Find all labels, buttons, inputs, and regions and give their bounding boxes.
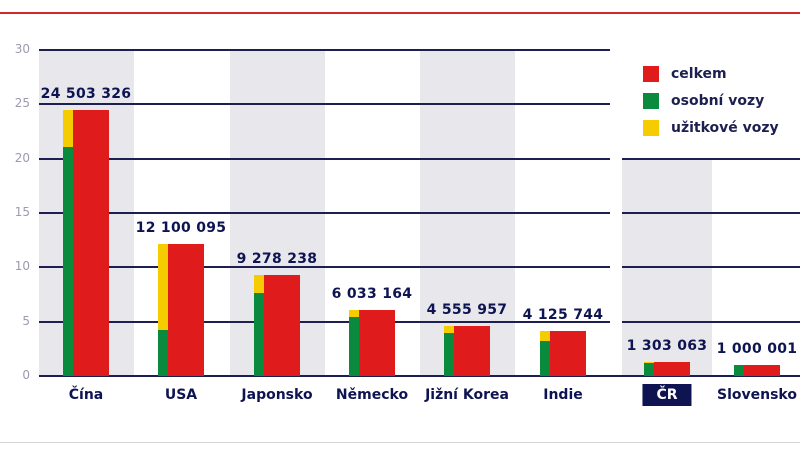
- category-label: Německo: [335, 387, 409, 403]
- data-label: 24 503 326: [40, 85, 132, 102]
- bar-celkem: [550, 331, 586, 376]
- gridline: [622, 266, 800, 269]
- data-label: 1 000 001: [716, 341, 798, 358]
- bar-osobni-vozy: [254, 293, 264, 376]
- data-label: 4 555 957: [426, 302, 508, 319]
- y-tick-label: 15: [14, 204, 30, 219]
- data-label: 6 033 164: [331, 286, 413, 303]
- legend-label: užitkové vozy: [671, 119, 779, 136]
- category-label: Japonsko: [241, 387, 313, 403]
- gridline: [622, 320, 800, 323]
- bar-celkem: [168, 244, 204, 376]
- legend: celkem osobní vozy užitkové vozy: [643, 60, 779, 141]
- bar-uzitkove-vozy: [540, 331, 550, 342]
- category-label: Slovensko: [717, 387, 797, 403]
- bar-osobni-vozy: [349, 317, 359, 376]
- bar-osobni-vozy: [540, 341, 550, 376]
- bar-osobni-vozy: [63, 146, 73, 376]
- bar-uzitkove-vozy: [444, 326, 454, 333]
- category-label: Jižní Korea: [425, 387, 509, 403]
- legend-swatch-green: [643, 92, 659, 109]
- bar-celkem: [744, 365, 780, 376]
- bar-osobni-vozy: [158, 330, 168, 376]
- legend-swatch-red: [643, 65, 659, 82]
- bar-uzitkove-vozy: [349, 310, 359, 318]
- gridline: [39, 103, 610, 106]
- gridline: [622, 211, 800, 214]
- bar-osobni-vozy: [734, 365, 744, 376]
- footer-rule: [0, 442, 800, 443]
- data-label: 4 125 744: [522, 307, 604, 324]
- y-tick-label: 30: [14, 41, 30, 56]
- category-label: USA: [164, 387, 198, 403]
- bar-celkem: [264, 275, 300, 376]
- gridline: [39, 320, 610, 323]
- legend-item-uzitkove: užitkové vozy: [643, 114, 779, 141]
- y-tick-label: 10: [14, 259, 30, 274]
- bar-osobni-vozy: [444, 332, 454, 376]
- bar-uzitkove-vozy: [158, 244, 168, 331]
- gridline: [39, 157, 610, 160]
- bar-uzitkove-vozy: [254, 275, 264, 294]
- y-tick-label: 0: [22, 368, 30, 382]
- legend-label: osobní vozy: [671, 92, 765, 109]
- gridline: [39, 211, 610, 214]
- baseline: [39, 375, 800, 377]
- y-tick-label: 5: [22, 313, 30, 328]
- category-label: Indie: [543, 387, 583, 403]
- gridline: [39, 266, 610, 269]
- header-rule: [0, 12, 800, 14]
- y-tick-label: 20: [14, 150, 30, 165]
- legend-item-celkem: celkem: [643, 60, 779, 87]
- data-label: 1 303 063: [626, 337, 708, 354]
- bar-celkem: [73, 109, 109, 376]
- category-label: ČR: [642, 384, 692, 406]
- legend-swatch-yellow: [643, 119, 659, 136]
- y-tick-label: 25: [14, 96, 30, 111]
- bar-celkem: [654, 361, 690, 376]
- bar-osobni-vozy: [644, 362, 654, 376]
- legend-label: celkem: [671, 65, 727, 82]
- legend-item-osobni: osobní vozy: [643, 87, 779, 114]
- bar-celkem: [359, 310, 395, 376]
- category-label: Čína: [68, 387, 104, 403]
- gridline: [39, 48, 610, 51]
- bar-uzitkove-vozy: [63, 109, 73, 147]
- bar-celkem: [454, 326, 490, 376]
- gridline: [622, 157, 800, 160]
- data-label: 9 278 238: [236, 251, 318, 268]
- data-label: 12 100 095: [135, 220, 227, 237]
